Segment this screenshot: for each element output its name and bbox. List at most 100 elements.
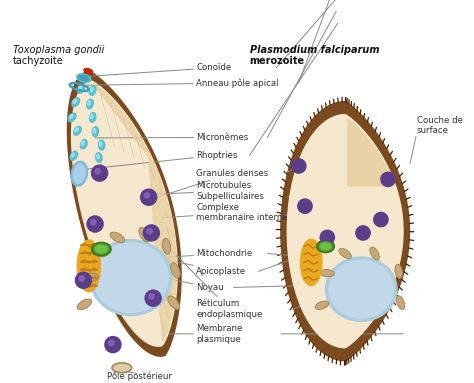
- Ellipse shape: [99, 140, 105, 150]
- Ellipse shape: [96, 246, 107, 253]
- Circle shape: [374, 213, 388, 227]
- Text: Complexe
membranaire interne: Complexe membranaire interne: [162, 203, 288, 222]
- Ellipse shape: [70, 151, 78, 160]
- Ellipse shape: [97, 154, 100, 159]
- Ellipse shape: [88, 101, 91, 105]
- Text: tachyzoite: tachyzoite: [13, 56, 64, 66]
- Ellipse shape: [171, 263, 180, 278]
- Circle shape: [292, 159, 306, 173]
- Ellipse shape: [70, 115, 73, 118]
- Ellipse shape: [346, 10, 358, 26]
- Circle shape: [91, 219, 96, 225]
- Polygon shape: [347, 119, 392, 186]
- Circle shape: [149, 294, 154, 299]
- Ellipse shape: [91, 88, 93, 92]
- Ellipse shape: [91, 114, 93, 119]
- Ellipse shape: [87, 99, 93, 109]
- Circle shape: [109, 340, 114, 345]
- Text: Mitochondrie: Mitochondrie: [100, 249, 252, 262]
- Text: Rhoptries: Rhoptries: [86, 151, 237, 169]
- Ellipse shape: [91, 242, 111, 256]
- Ellipse shape: [396, 296, 405, 309]
- Circle shape: [95, 169, 100, 174]
- Text: Noyau: Noyau: [142, 273, 224, 292]
- Ellipse shape: [395, 264, 402, 278]
- Text: Pôle postérieur: Pôle postérieur: [107, 371, 172, 381]
- Ellipse shape: [110, 232, 125, 243]
- Ellipse shape: [73, 99, 76, 103]
- Circle shape: [145, 290, 161, 306]
- Ellipse shape: [77, 74, 91, 82]
- Polygon shape: [287, 115, 403, 348]
- Circle shape: [144, 193, 150, 198]
- Circle shape: [105, 337, 121, 353]
- Ellipse shape: [84, 69, 92, 74]
- Circle shape: [79, 276, 84, 281]
- Text: merozoite: merozoite: [250, 56, 305, 66]
- Ellipse shape: [315, 301, 329, 309]
- Ellipse shape: [73, 126, 81, 135]
- Text: Plasmodium falciparum: Plasmodium falciparum: [250, 46, 379, 56]
- Ellipse shape: [301, 239, 322, 286]
- Text: Membrane
plasmique: Membrane plasmique: [169, 324, 242, 344]
- Ellipse shape: [332, 8, 344, 24]
- Ellipse shape: [319, 242, 332, 251]
- Ellipse shape: [68, 113, 76, 122]
- Ellipse shape: [329, 260, 393, 318]
- Ellipse shape: [77, 299, 91, 310]
- Circle shape: [147, 229, 152, 234]
- Ellipse shape: [79, 86, 82, 90]
- Circle shape: [87, 216, 103, 232]
- Ellipse shape: [339, 249, 351, 259]
- Ellipse shape: [82, 273, 99, 282]
- Ellipse shape: [94, 244, 109, 254]
- Polygon shape: [281, 101, 410, 361]
- Circle shape: [75, 272, 91, 288]
- Ellipse shape: [71, 161, 88, 186]
- Ellipse shape: [96, 153, 102, 162]
- Ellipse shape: [82, 141, 84, 146]
- Text: Toxoplasma gondii: Toxoplasma gondii: [13, 46, 104, 56]
- Ellipse shape: [100, 142, 102, 146]
- Text: Granules denses: Granules denses: [157, 169, 268, 197]
- Ellipse shape: [92, 127, 99, 137]
- Ellipse shape: [77, 240, 100, 292]
- Polygon shape: [72, 81, 177, 346]
- Text: Micronèmes: Micronèmes: [95, 133, 248, 142]
- Circle shape: [381, 172, 395, 187]
- Ellipse shape: [320, 270, 335, 277]
- Ellipse shape: [370, 247, 379, 260]
- Circle shape: [356, 226, 370, 240]
- Polygon shape: [94, 85, 176, 341]
- Ellipse shape: [90, 240, 172, 316]
- Ellipse shape: [93, 129, 96, 133]
- Circle shape: [320, 230, 335, 245]
- Ellipse shape: [112, 363, 132, 373]
- Ellipse shape: [72, 153, 74, 157]
- Text: Conoïde: Conoïde: [89, 63, 231, 76]
- Ellipse shape: [162, 238, 171, 254]
- Ellipse shape: [72, 98, 80, 106]
- Text: Apicoplaste: Apicoplaste: [109, 247, 246, 276]
- Text: Réticulum
endoplasmique: Réticulum endoplasmique: [172, 251, 263, 319]
- Text: Microtubules
Subpelliculaires: Microtubules Subpelliculaires: [146, 181, 264, 201]
- Ellipse shape: [326, 257, 397, 321]
- Text: Anneau pôle apical: Anneau pôle apical: [87, 78, 279, 88]
- Ellipse shape: [77, 84, 85, 93]
- Circle shape: [298, 199, 312, 213]
- Ellipse shape: [79, 75, 89, 81]
- Ellipse shape: [93, 243, 168, 313]
- Ellipse shape: [90, 113, 96, 122]
- Ellipse shape: [81, 139, 87, 149]
- Ellipse shape: [139, 228, 149, 242]
- Ellipse shape: [168, 296, 180, 309]
- Circle shape: [143, 225, 159, 241]
- Ellipse shape: [329, 0, 343, 7]
- Ellipse shape: [73, 164, 85, 183]
- Text: Couche de
surface: Couche de surface: [417, 116, 463, 136]
- Circle shape: [91, 165, 108, 181]
- Ellipse shape: [75, 128, 78, 132]
- Circle shape: [141, 189, 157, 205]
- Ellipse shape: [320, 243, 330, 249]
- Ellipse shape: [91, 249, 108, 257]
